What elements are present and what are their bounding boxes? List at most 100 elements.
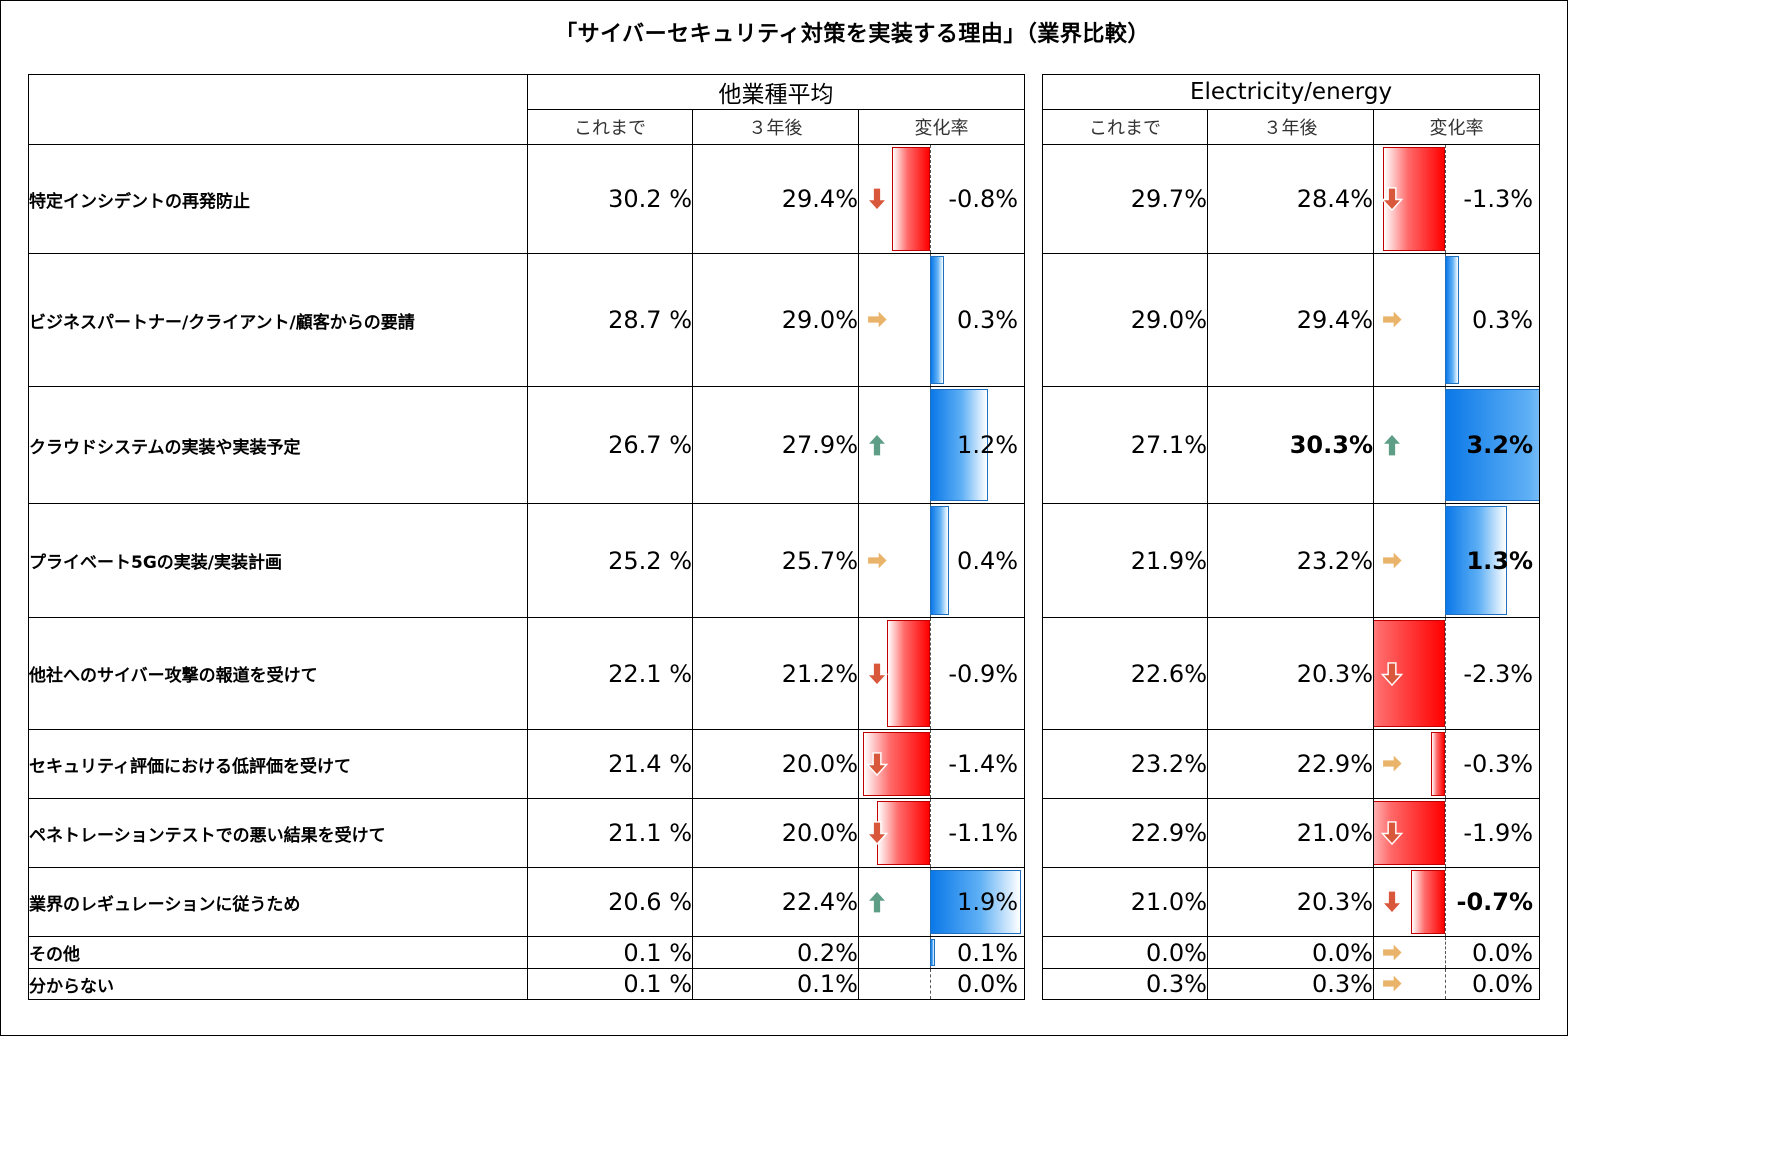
- after-value: 23.2%: [1207, 503, 1374, 618]
- before-value: 22.9%: [1042, 798, 1208, 868]
- zero-axis-line: [1445, 799, 1446, 867]
- positive-change-bar: [1445, 506, 1508, 615]
- table-row: 21.0% 20.3% -0.7%: [1042, 867, 1541, 937]
- change-value: 0.3%: [957, 306, 1019, 334]
- negative-change-bar: [1411, 870, 1445, 934]
- change-value: 1.9%: [957, 888, 1019, 916]
- after-value: 29.4%: [1207, 253, 1374, 387]
- table-row: プライベート5Gの実装/実装計画 25.2 % 25.7% 0.4%: [28, 503, 1026, 618]
- zero-axis-line: [1445, 937, 1446, 968]
- arrow-right-icon: [1381, 308, 1404, 331]
- change-cell: -0.7%: [1372, 867, 1541, 937]
- change-value: 0.0%: [1472, 938, 1534, 967]
- change-value: -1.3%: [1463, 185, 1534, 213]
- column-header: ３年後: [692, 109, 859, 145]
- change-cell: 0.4%: [857, 503, 1026, 618]
- row-label: 分からない: [28, 968, 528, 1000]
- positive-change-bar: [930, 256, 945, 384]
- change-value: -0.9%: [948, 659, 1019, 688]
- row-label: プライベート5Gの実装/実装計画: [28, 503, 528, 618]
- before-value: 26.7 %: [527, 386, 693, 504]
- arrow-right-icon: [866, 308, 889, 331]
- group-header-row: 他業種平均: [28, 74, 1026, 145]
- after-value: 20.3%: [1207, 867, 1374, 937]
- table-row: 29.7% 28.4% -1.3%: [1042, 144, 1541, 254]
- group-header: Electricity/energy: [1041, 74, 1541, 110]
- group-header-row: Electricity/energy: [1041, 74, 1541, 110]
- table-row: 27.1% 30.3% 3.2%: [1042, 386, 1541, 504]
- change-cell: -1.1%: [857, 798, 1026, 868]
- before-value: 20.6 %: [527, 867, 693, 937]
- arrow-right-icon: [1381, 548, 1404, 572]
- change-cell: -0.3%: [1372, 729, 1541, 799]
- negative-change-bar: [886, 620, 930, 727]
- arrow-down-icon: [1380, 821, 1404, 846]
- change-value: 0.1%: [957, 938, 1019, 967]
- change-cell: 1.2%: [857, 386, 1026, 504]
- table-row: ペネトレーションテストでの悪い結果を受けて 21.1 % 20.0% -1.1%: [28, 798, 1026, 868]
- positive-change-bar: [930, 389, 988, 501]
- column-header: ３年後: [1207, 109, 1374, 145]
- after-value: 22.4%: [692, 867, 859, 937]
- change-cell: 0.3%: [1372, 253, 1541, 387]
- positive-change-bar: [1445, 389, 1539, 501]
- arrow-right-icon: [866, 548, 889, 572]
- change-cell: 0.0%: [1372, 968, 1541, 1000]
- change-cell: 1.3%: [1372, 503, 1541, 618]
- table-row: 0.3% 0.3% 0.0%: [1042, 968, 1541, 1000]
- table-row: 特定インシデントの再発防止 30.2 % 29.4% -0.8%: [28, 144, 1026, 254]
- row-label: ビジネスパートナー/クライアント/顧客からの要請: [28, 253, 528, 387]
- column-header: これまで: [1042, 109, 1208, 145]
- change-value: 1.2%: [957, 431, 1019, 459]
- zero-axis-line: [930, 730, 931, 798]
- row-label: クラウドシステムの実装や実装予定: [28, 386, 528, 504]
- change-cell: 1.9%: [857, 867, 1026, 937]
- change-cell: 3.2%: [1372, 386, 1541, 504]
- zero-axis-line: [1445, 730, 1446, 798]
- arrow-down-icon: [865, 661, 889, 686]
- before-value: 27.1%: [1042, 386, 1208, 504]
- after-value: 0.0%: [1207, 936, 1374, 969]
- table-row: 22.6% 20.3% -2.3%: [1042, 617, 1541, 730]
- other-industries-table: 他業種平均 これまで ３年後 変化率 特定インシデントの再発防止 30.2 % 29.4% -…: [28, 74, 1026, 1000]
- arrow-right-icon: [1381, 940, 1404, 964]
- table-row: セキュリティ評価における低評価を受けて 21.4 % 20.0% -1.4%: [28, 729, 1026, 799]
- arrow-up-icon: [1380, 432, 1404, 457]
- column-header: 変化率: [1372, 109, 1541, 145]
- arrow-down-icon: [865, 187, 889, 212]
- change-value: -1.9%: [1463, 819, 1534, 847]
- table-row: 21.9% 23.2% 1.3%: [1042, 503, 1541, 618]
- change-value: 0.0%: [957, 970, 1019, 998]
- zero-axis-line: [930, 145, 931, 253]
- positive-change-bar: [1445, 256, 1460, 384]
- table-row: 分からない 0.1 % 0.1% 0.0%: [28, 968, 1026, 1000]
- positive-change-bar: [930, 939, 935, 966]
- negative-change-bar: [1430, 732, 1445, 796]
- chart-title: 「サイバーセキュリティ対策を実装する理由」（業界比較）: [555, 22, 1150, 47]
- before-value: 21.1 %: [527, 798, 693, 868]
- arrow-up-icon: [865, 432, 889, 457]
- arrow-right-icon: [1381, 752, 1404, 775]
- change-value: -1.4%: [948, 750, 1019, 778]
- zero-axis-line: [1445, 868, 1446, 936]
- before-value: 21.0%: [1042, 867, 1208, 937]
- before-value: 21.9%: [1042, 503, 1208, 618]
- after-value: 22.9%: [1207, 729, 1374, 799]
- after-value: 21.2%: [692, 617, 859, 730]
- change-cell: -1.4%: [857, 729, 1026, 799]
- change-value: 1.3%: [1466, 546, 1534, 575]
- before-value: 0.3%: [1042, 968, 1208, 1000]
- after-value: 21.0%: [1207, 798, 1374, 868]
- before-value: 29.0%: [1042, 253, 1208, 387]
- row-label: 特定インシデントの再発防止: [28, 144, 528, 254]
- arrow-right-icon: [1381, 972, 1404, 995]
- table-row: 29.0% 29.4% 0.3%: [1042, 253, 1541, 387]
- before-value: 22.1 %: [527, 617, 693, 730]
- zero-axis-line: [1445, 969, 1446, 999]
- after-value: 28.4%: [1207, 144, 1374, 254]
- row-label: 他社へのサイバー攻撃の報道を受けて: [28, 617, 528, 730]
- column-header-row: これまで ３年後 変化率: [1042, 109, 1541, 145]
- zero-axis-line: [930, 618, 931, 729]
- before-value: 0.1 %: [527, 936, 693, 969]
- table-row: 業界のレギュレーションに従うため 20.6 % 22.4% 1.9%: [28, 867, 1026, 937]
